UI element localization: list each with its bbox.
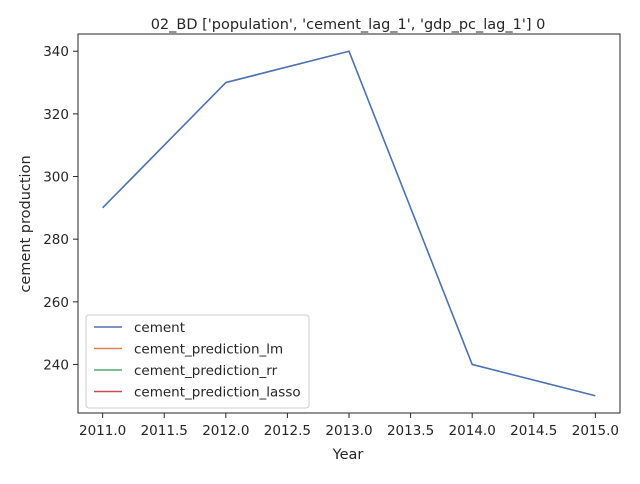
- legend-label-cement_prediction_lasso: cement_prediction_lasso: [134, 385, 301, 401]
- series-line-cement: [102, 50, 596, 397]
- legend-label-cement_prediction_rr: cement_prediction_rr: [134, 363, 278, 379]
- y-tick-label: 300: [43, 170, 69, 186]
- x-tick-label: 2013.0: [325, 423, 372, 439]
- x-tick-label: 2011.5: [141, 423, 188, 439]
- chart-title: 02_BD ['population', 'cement_lag_1', 'gd…: [151, 17, 546, 33]
- x-tick-label: 2011.0: [79, 423, 126, 439]
- x-tick-label: 2012.5: [264, 423, 311, 439]
- legend-label-cement_prediction_lm: cement_prediction_lm: [134, 342, 283, 358]
- y-tick-label: 240: [43, 357, 69, 373]
- legend-label-cement: cement: [134, 320, 185, 336]
- y-tick-label: 320: [43, 107, 69, 123]
- y-axis-label: cement production: [18, 155, 34, 292]
- legend: cement cement_prediction_lm cement_predict…: [85, 314, 310, 409]
- y-axis: 240 260 280 300 320 340: [43, 44, 78, 373]
- x-axis-label: Year: [332, 447, 364, 463]
- x-tick-label: 2012.0: [202, 423, 249, 439]
- y-tick-label: 260: [43, 295, 69, 311]
- x-tick-label: 2013.5: [387, 423, 434, 439]
- x-axis: 2011.0 2011.5 2012.0 2012.5 2013.0 2013.5 2014…: [79, 413, 619, 439]
- x-tick-label: 2015.0: [572, 423, 619, 439]
- y-tick-label: 340: [43, 44, 69, 60]
- y-tick-label: 280: [43, 232, 69, 248]
- legend-box: [85, 314, 310, 409]
- x-tick-label: 2014.5: [510, 423, 557, 439]
- x-tick-label: 2014.0: [449, 423, 496, 439]
